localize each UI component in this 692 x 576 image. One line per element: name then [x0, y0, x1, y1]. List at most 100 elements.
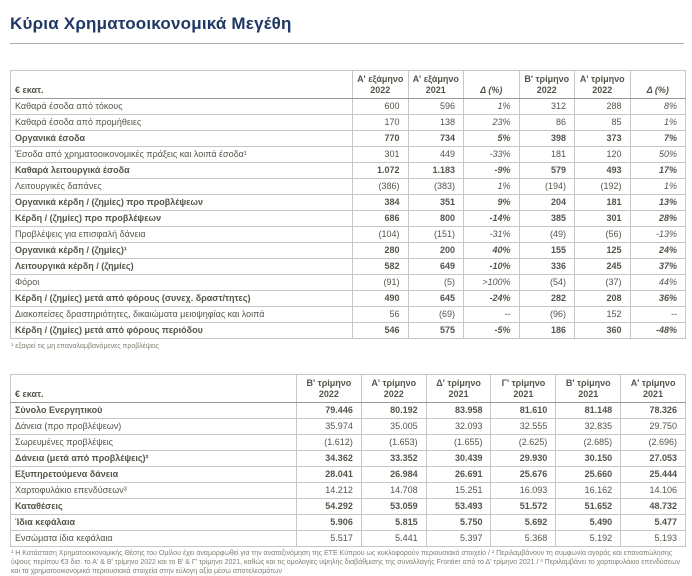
cell-value: 282	[518, 290, 575, 307]
cell-value: -33%	[463, 146, 520, 163]
cell-value: 5.193	[620, 530, 686, 547]
cell-value: 596	[407, 98, 464, 115]
cell-value: 48.732	[620, 498, 686, 515]
cell-value: (5)	[407, 274, 464, 291]
cell-value: 1%	[629, 178, 686, 195]
row-label: Διακοπείσες δραστηριότητες, δικαιώματα μ…	[10, 306, 353, 323]
cell-value: 86	[518, 114, 575, 131]
cell-value: 351	[407, 194, 464, 211]
row-label: Χαρτοφυλάκιο επενδύσεων³	[10, 482, 297, 499]
cell-value: 312	[518, 98, 575, 115]
cell-value: 16.093	[490, 482, 557, 499]
cell-value: 5%	[463, 130, 520, 147]
row-label: Λειτουργικά κέρδη / (ζημίες)	[10, 258, 353, 275]
table1-footnote: ¹ εξαιρεί τις μη επαναλαμβανόμενες προβλ…	[11, 343, 159, 350]
cell-value: 51.572	[490, 498, 557, 515]
cell-value: (194)	[518, 178, 575, 195]
cell-value: 9%	[463, 194, 520, 211]
table-row: Κέρδη / (ζημίες) προ προβλέψεων 686 800 -14…	[10, 210, 686, 227]
table-row: Οργανικά κέρδη / (ζημίες) προ προβλέψεων…	[10, 194, 686, 211]
cell-value: 649	[407, 258, 464, 275]
cell-value: -10%	[463, 258, 520, 275]
cell-value: (1.655)	[425, 434, 492, 451]
cell-value: 5.368	[490, 530, 557, 547]
table-row: Ενσώματα ίδια κεφάλαια 5.517 5.441 5.397 5.3…	[10, 530, 686, 547]
cell-value: 33.352	[360, 450, 427, 467]
cell-value: (37)	[574, 274, 631, 291]
row-label: Ενσώματα ίδια κεφάλαια	[10, 530, 297, 547]
unit-label: € εκατ.	[10, 374, 297, 403]
cell-value: 17%	[629, 162, 686, 179]
cell-value: 5.692	[490, 514, 557, 531]
cell-value: 5.397	[425, 530, 492, 547]
cell-value: 27.053	[620, 450, 686, 467]
cell-value: 493	[574, 162, 631, 179]
cell-value: 645	[407, 290, 464, 307]
cell-value: 398	[518, 130, 575, 147]
cell-value: 5.192	[555, 530, 622, 547]
cell-value: -48%	[629, 322, 686, 339]
cell-value: 25.660	[555, 466, 622, 483]
row-label: Εξυπηρετούμενα δάνεια	[10, 466, 297, 483]
cell-value: (2.625)	[490, 434, 557, 451]
column-header: Γ' τρίμηνο 2021	[490, 374, 557, 403]
cell-value: 5.815	[360, 514, 427, 531]
cell-value: 600	[352, 98, 409, 115]
cell-value: 186	[518, 322, 575, 339]
cell-value: 80.192	[360, 402, 427, 419]
cell-value: 5.441	[360, 530, 427, 547]
cell-value: 575	[407, 322, 464, 339]
cell-value: 686	[352, 210, 409, 227]
cell-value: 36%	[629, 290, 686, 307]
table-row: Σύνολο Ενεργητικού 79.446 80.192 83.958 81.6…	[10, 402, 686, 419]
row-label: Προβλέψεις για επισφαλή δάνεια	[10, 226, 353, 243]
cell-value: 26.691	[425, 466, 492, 483]
cell-value: 800	[407, 210, 464, 227]
table-row: Προβλέψεις για επισφαλή δάνεια (104) (151)…	[10, 226, 686, 243]
cell-value: 245	[574, 258, 631, 275]
cell-value: 14.212	[296, 482, 362, 499]
row-label: Δάνεια (προ προβλέψεων)	[10, 418, 297, 435]
cell-value: (91)	[352, 274, 409, 291]
cell-value: 373	[574, 130, 631, 147]
cell-value: (2.696)	[620, 434, 686, 451]
cell-value: >100%	[463, 274, 520, 291]
column-header: Β' τρίμηνο 2022	[296, 374, 362, 403]
cell-value: 30.439	[425, 450, 492, 467]
cell-value: 734	[407, 130, 464, 147]
cell-value: -9%	[463, 162, 520, 179]
cell-value: (1.612)	[296, 434, 362, 451]
column-header: Β' τρίμηνο 2021	[555, 374, 622, 403]
cell-value: 15.251	[425, 482, 492, 499]
row-label: Οργανικά έσοδα	[10, 130, 353, 147]
table-row: Δάνεια (μετά από προβλέψεις)² 34.362 33.35…	[10, 450, 686, 467]
table-row: Κέρδη / (ζημίες) μετά από φόρους περιόδο…	[10, 322, 686, 339]
column-header: Δ (%)	[463, 70, 520, 99]
cell-value: 200	[407, 242, 464, 259]
row-label: Κέρδη / (ζημίες) προ προβλέψεων	[10, 210, 353, 227]
column-header: Α' εξάμηνο 2022	[352, 70, 409, 99]
cell-value: 120	[574, 146, 631, 163]
column-header: Β' τρίμηνο 2022	[518, 70, 575, 99]
cell-value: 44%	[629, 274, 686, 291]
cell-value: 54.292	[296, 498, 362, 515]
cell-value: 56	[352, 306, 409, 323]
cell-value: 5.490	[555, 514, 622, 531]
table-row: Έσοδα από χρηματοοικονομικές πράξεις και…	[10, 146, 686, 163]
cell-value: 301	[352, 146, 409, 163]
row-label: Κέρδη / (ζημίες) μετά από φόρους (συνεχ.…	[10, 290, 353, 307]
page-title: Κύρια Χρηματοοικονομικά Μεγέθη	[10, 14, 292, 33]
cell-value: 5.477	[620, 514, 686, 531]
cell-value: 204	[518, 194, 575, 211]
cell-value: -13%	[629, 226, 686, 243]
cell-value: 449	[407, 146, 464, 163]
cell-value: (386)	[352, 178, 409, 195]
row-label: Κέρδη / (ζημίες) μετά από φόρους περιόδο…	[10, 322, 353, 339]
row-label: Δάνεια (μετά από προβλέψεις)²	[10, 450, 297, 467]
row-label: Έσοδα από χρηματοοικονομικές πράξεις και…	[10, 146, 353, 163]
column-header: Α' εξάμηνο 2021	[407, 70, 464, 99]
cell-value: 384	[352, 194, 409, 211]
cell-value: 32.555	[490, 418, 557, 435]
table2-footnote: ¹ Η Κατάσταση Χρηματοοικονομικής Θέσης τ…	[11, 550, 680, 575]
